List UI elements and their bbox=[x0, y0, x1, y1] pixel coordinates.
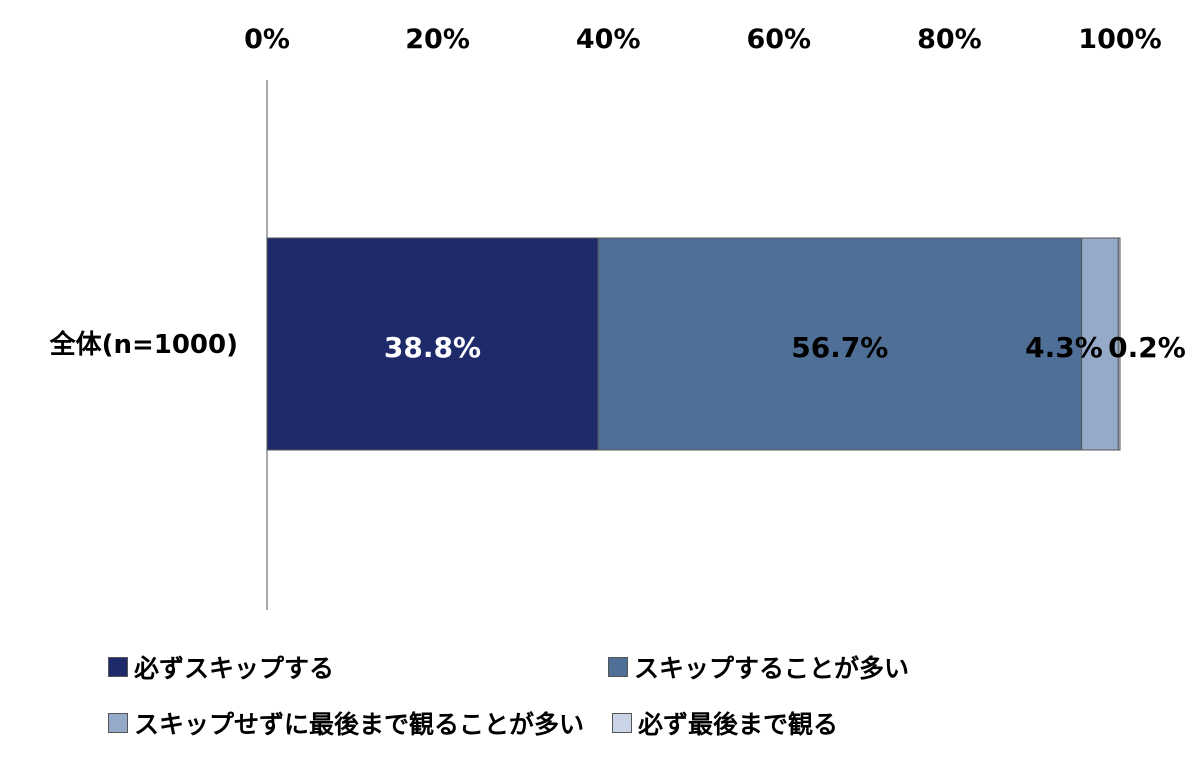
x-tick-label: 60% bbox=[746, 24, 811, 55]
x-tick-label: 100% bbox=[1078, 24, 1161, 55]
data-label: 56.7% bbox=[791, 331, 888, 364]
data-labels: 38.8% 56.7% 4.3% 0.2% bbox=[384, 331, 1186, 364]
bar-segment bbox=[597, 237, 1083, 451]
x-tick-label: 20% bbox=[405, 24, 470, 55]
data-label: 4.3% bbox=[1025, 331, 1103, 364]
x-tick-label: 0% bbox=[244, 24, 290, 55]
x-axis-tick-labels: 0% 20% 40% 60% 80% 100% bbox=[244, 24, 1162, 55]
x-tick-label: 40% bbox=[576, 24, 641, 55]
data-label: 38.8% bbox=[384, 331, 481, 364]
x-tick-label: 80% bbox=[917, 24, 982, 55]
bar-segment bbox=[266, 237, 599, 451]
bars bbox=[266, 237, 1121, 451]
bar-segment bbox=[1081, 237, 1119, 451]
bar-segment bbox=[1117, 237, 1121, 451]
data-label: 0.2% bbox=[1108, 331, 1186, 364]
category-label: 全体(n=1000) bbox=[49, 329, 238, 360]
